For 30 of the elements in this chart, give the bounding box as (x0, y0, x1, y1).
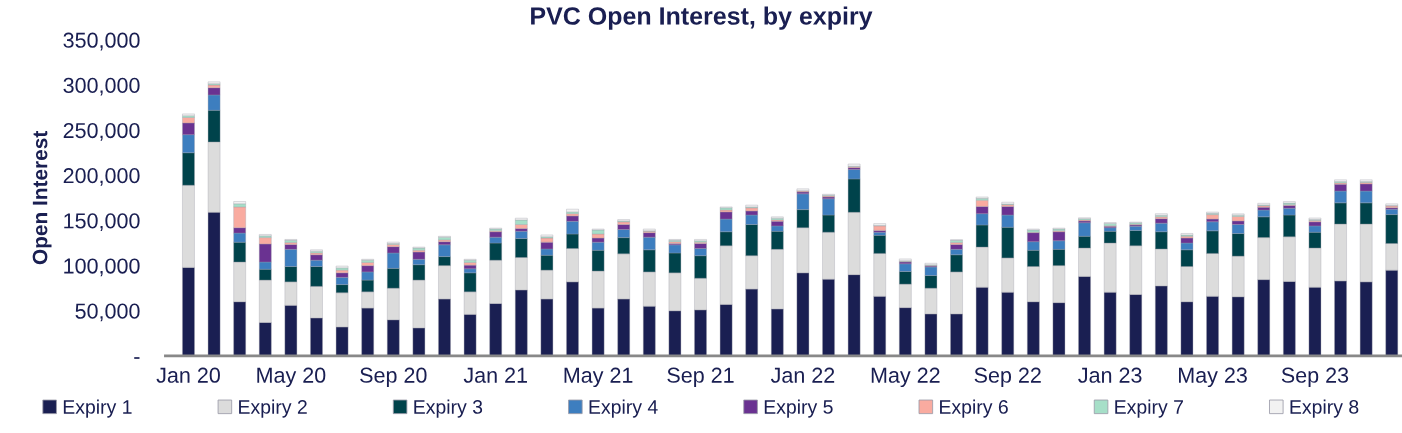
x-tick-label: May 23 (1179, 367, 1247, 388)
x-tick-label: Jan 22 (770, 367, 835, 383)
legend-label: Expiry 3 (414, 399, 483, 418)
y-tick-label: 50,000 (75, 303, 140, 322)
x-tick-label: Sep 23 (1281, 367, 1349, 388)
x-tick-label: Sep 21 (667, 367, 734, 388)
x-tick-label: Sep 22 (974, 367, 1041, 388)
x-tick-label: Jan 23 (1078, 367, 1142, 383)
y-tick-label: 300,000 (63, 77, 140, 96)
legend-label: Expiry 7 (1115, 399, 1183, 418)
x-tick-label: May 22 (871, 367, 940, 388)
legend-label: Expiry 8 (1290, 399, 1359, 418)
legend-label: Expiry 1 (63, 399, 132, 418)
y-tick-label: 100,000 (64, 258, 140, 277)
legend-label: Expiry 5 (764, 399, 833, 418)
legend-label: Expiry 2 (239, 399, 307, 418)
y-axis-title: Open Interest (32, 130, 52, 265)
legend-label: Expiry 4 (589, 399, 658, 418)
legend-label: Expiry 6 (940, 399, 1008, 418)
x-tick-label: Jan 21 (463, 367, 527, 383)
x-tick-label: May 21 (564, 367, 633, 388)
x-tick-label: May 20 (257, 367, 326, 388)
y-tick-label: 150,000 (64, 213, 140, 232)
y-tick-label: 200,000 (63, 168, 140, 186)
y-tick-label: 350,000 (63, 32, 140, 51)
x-tick-label: Jan 20 (156, 367, 220, 383)
x-tick-label: Sep 20 (360, 367, 427, 388)
chart-title: PVC Open Interest, by expiry (531, 6, 873, 30)
y-tick-label: 250,000 (63, 122, 140, 141)
y-tick-label: - (134, 357, 140, 359)
